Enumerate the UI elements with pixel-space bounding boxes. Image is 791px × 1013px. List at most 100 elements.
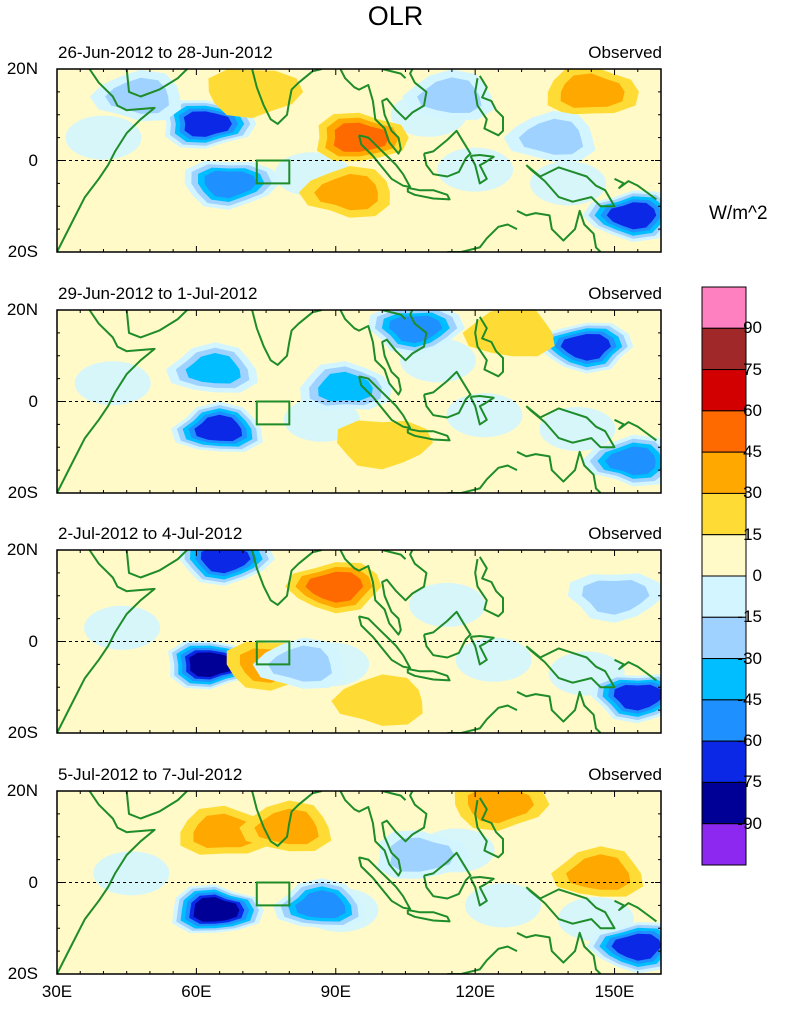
colorbar-swatch [701,451,747,494]
coastline [406,909,451,923]
olr-contour-cell [183,111,232,137]
lon-label: 150E [594,982,635,1001]
coastline [423,129,472,178]
olr-contour-cell [437,147,514,192]
olr-contour-cell [455,637,532,682]
lat-label: 0 [28,631,38,651]
olr-contour-cell [560,334,611,361]
colorbar-swatch [701,369,747,412]
coastline [381,550,407,560]
coastline [423,851,472,900]
coastline [339,310,428,396]
coastline [614,899,657,923]
olr-contour-cell [409,582,486,627]
coastline [251,310,323,366]
figure-title: OLR [367,1,424,31]
coastline [57,550,156,733]
coastline [57,791,156,974]
coastline [447,464,518,493]
coastline [339,791,428,877]
coastline [474,316,504,378]
index-box [255,881,291,907]
olr-contour-cell [518,118,584,155]
colorbar-label: 30 [743,483,762,503]
colorbar-label: -30 [737,648,762,668]
colorbar-label: 60 [743,400,762,420]
coastline [447,704,518,733]
coastline [57,69,156,252]
coastline [339,550,428,636]
map-panel-2 [56,309,662,494]
index-box [255,640,291,666]
map-panel-4 [56,790,662,975]
coastline [381,310,407,320]
colorbar-swatch [701,616,747,660]
coastline [381,69,407,79]
coastline [406,427,451,442]
colorbar-swatch [701,781,747,825]
olr-contour-cell [84,605,161,650]
olr-contour-cell [605,446,656,476]
olr-contour-cell [65,115,142,160]
olr-contour-cell [267,645,332,682]
coastline [525,405,616,449]
olr-contour-cell [566,854,631,890]
coastline [358,615,412,669]
coastline [423,370,472,419]
coastline [474,75,504,137]
coastline [125,69,188,98]
olr-contour-cell [189,652,236,678]
coastline [516,450,602,493]
lat-label: 20N [6,781,38,800]
lon-label: 30E [41,982,73,1001]
coastline [125,310,188,339]
coastline [469,876,495,907]
olr-contour-cell [208,69,304,119]
olr-contour-cell [462,310,555,357]
coastline [469,395,495,426]
lat-label: 0 [28,872,38,892]
olr-contour-cell [390,837,455,872]
olr-contour-cell [606,202,657,230]
lon-label: 60E [181,982,212,1001]
coastline [614,658,657,682]
olr-contour-cell [539,406,616,451]
olr-contour-cell [200,550,251,574]
coastline [614,177,657,201]
olr-contour-cell [331,674,423,726]
colorbar-label: -75 [737,772,762,792]
coastline [469,154,495,185]
panel-period: 2-Jul-2012 to 4-Jul-2012 [58,524,243,543]
olr-contour-cell [193,897,240,922]
coastline [474,556,504,618]
colorbar-swatch [701,658,747,701]
coastline [358,375,412,429]
panel-source-label: Observed [588,284,662,303]
olr-contour-cell [388,315,443,344]
colorbar-label: 15 [743,524,762,544]
panel-period: 5-Jul-2012 to 7-Jul-2012 [58,765,243,784]
coastline [251,550,323,606]
coastline [525,645,616,689]
colorbar-swatch [701,823,747,866]
coastline [406,668,451,682]
lat-label: 20S [7,483,38,502]
coastline [447,223,518,252]
coastline [251,69,323,125]
coastline [251,791,323,847]
panel-source-label: Observed [588,765,662,784]
lat-label: 20S [7,242,38,261]
olr-contour-cell [613,684,661,711]
olr-contour-cell [560,73,625,108]
map-field [57,310,661,493]
olr-contour-cell [305,571,364,603]
lat-label: 0 [28,150,38,170]
colorbar-label: 75 [743,359,762,379]
olr-contour-cell [314,173,378,211]
map-field [57,791,661,974]
colorbar-swatch [701,740,747,783]
coastline [525,164,616,208]
olr-contour-cell [185,353,241,384]
